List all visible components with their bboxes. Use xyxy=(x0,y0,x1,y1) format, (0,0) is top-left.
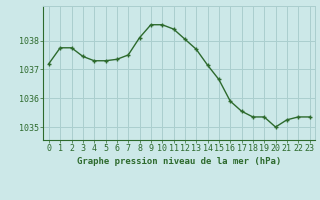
X-axis label: Graphe pression niveau de la mer (hPa): Graphe pression niveau de la mer (hPa) xyxy=(77,157,281,166)
